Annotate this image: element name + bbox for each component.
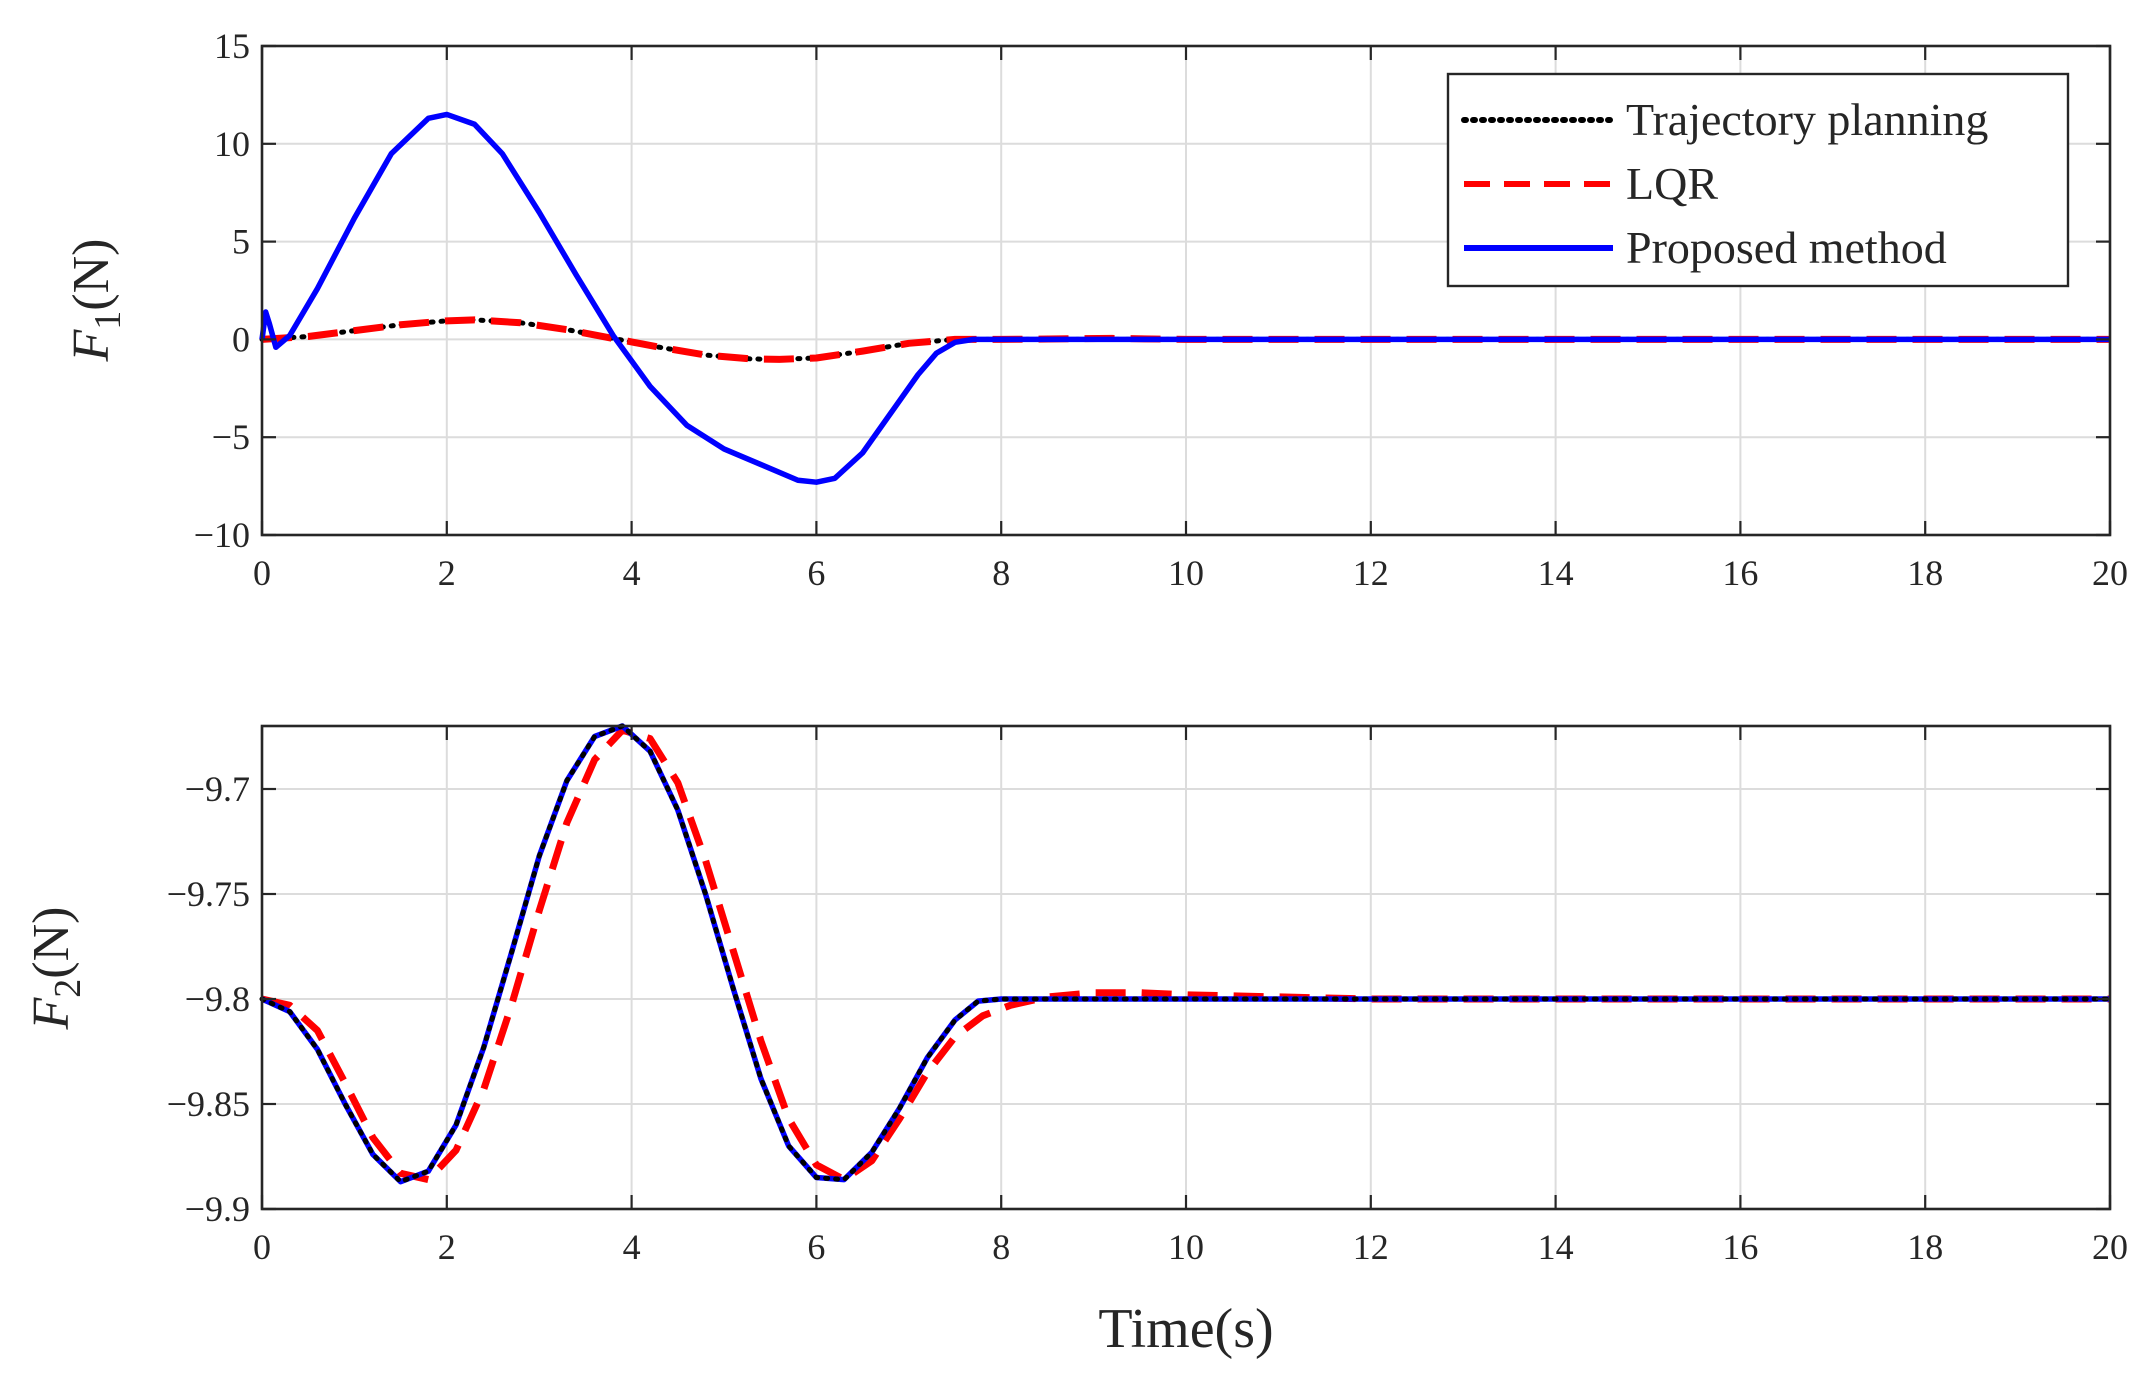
x-tick-label: 20	[2092, 553, 2128, 593]
y-tick-label: 5	[232, 222, 250, 262]
x-tick-label: 20	[2092, 1227, 2128, 1267]
x-tick-label: 10	[1168, 1227, 1204, 1267]
y-label-symbol-f2: F	[23, 996, 80, 1030]
series-layer-f1	[259, 111, 2113, 485]
x-tick-label: 16	[1722, 553, 1758, 593]
y-label-symbol-f1: F	[63, 328, 120, 362]
y-tick-label: 15	[214, 26, 250, 66]
series-layer-f2	[259, 723, 2113, 1185]
x-tick-label: 4	[623, 553, 641, 593]
x-tick-label: 12	[1353, 1227, 1389, 1267]
x-tick-label: 16	[1722, 1227, 1758, 1267]
y-tick-label: −9.7	[185, 769, 250, 809]
y-tick-label: −5	[212, 417, 250, 457]
y-label-subscript-f2: 2	[47, 979, 89, 998]
x-tick-label: 6	[807, 553, 825, 593]
legend: Trajectory planning LQR Proposed method	[1446, 72, 2070, 288]
x-axis-label: Time(s)	[1098, 1298, 1273, 1360]
series-line-proposed-method	[259, 111, 2110, 485]
panel-f2: 0 2 4 6 8 10 12 14 16 18 20−9.9−9.85−9.8−9.75−9.7 …	[23, 723, 2128, 1360]
x-tick-label: 2	[438, 1227, 456, 1267]
y-tick-label: −9.8	[185, 979, 250, 1019]
y-label-subscript-f1: 1	[87, 311, 129, 330]
y-tick-label: −9.9	[185, 1189, 250, 1229]
ticks-f2: 0 2 4 6 8 10 12 14 16 18 20 −9.9 −9.85 −9.8 −9.75 −9.7	[167, 726, 2128, 1267]
y-axis-label-f2: F2(N)	[23, 907, 89, 1031]
x-tick-label: 8	[992, 553, 1010, 593]
x-tick-label: 0	[253, 1227, 271, 1267]
panel-f1: 0 2 4 6 8 10 12 14 16 18 20 −10 −5 0 5 10 15 F1(N) Traje…	[63, 26, 2128, 593]
y-tick-label: 10	[214, 124, 250, 164]
x-tick-label: 18	[1907, 1227, 1943, 1267]
x-tick-label: 18	[1907, 553, 1943, 593]
y-label-unit-f1: (N)	[63, 239, 120, 311]
x-tick-label: 14	[1538, 1227, 1574, 1267]
y-tick-label: −10	[194, 515, 250, 555]
y-tick-label: −9.75	[167, 874, 250, 914]
y-tick-label: −9.85	[167, 1084, 250, 1124]
legend-entry-proposed: Proposed method	[1626, 222, 1947, 273]
x-tick-label: 14	[1538, 553, 1574, 593]
x-tick-label: 0	[253, 553, 271, 593]
y-tick-label: 0	[232, 319, 250, 359]
y-axis-label-f1: F1(N)	[63, 239, 129, 363]
x-tick-label: 8	[992, 1227, 1010, 1267]
series-line-trajectory-planning	[259, 723, 2113, 1185]
x-tick-label: 10	[1168, 553, 1204, 593]
x-tick-label: 2	[438, 553, 456, 593]
legend-entry-trajectory: Trajectory planning	[1626, 94, 1988, 145]
x-tick-label: 6	[807, 1227, 825, 1267]
ticks-f1: 0 2 4 6 8 10 12 14 16 18 20 −10 −5 0 5 10 15	[194, 26, 2128, 593]
legend-entry-lqr: LQR	[1626, 158, 1718, 209]
y-label-unit-f2: (N)	[23, 907, 80, 979]
x-tick-label: 4	[623, 1227, 641, 1267]
x-tick-label: 12	[1353, 553, 1389, 593]
